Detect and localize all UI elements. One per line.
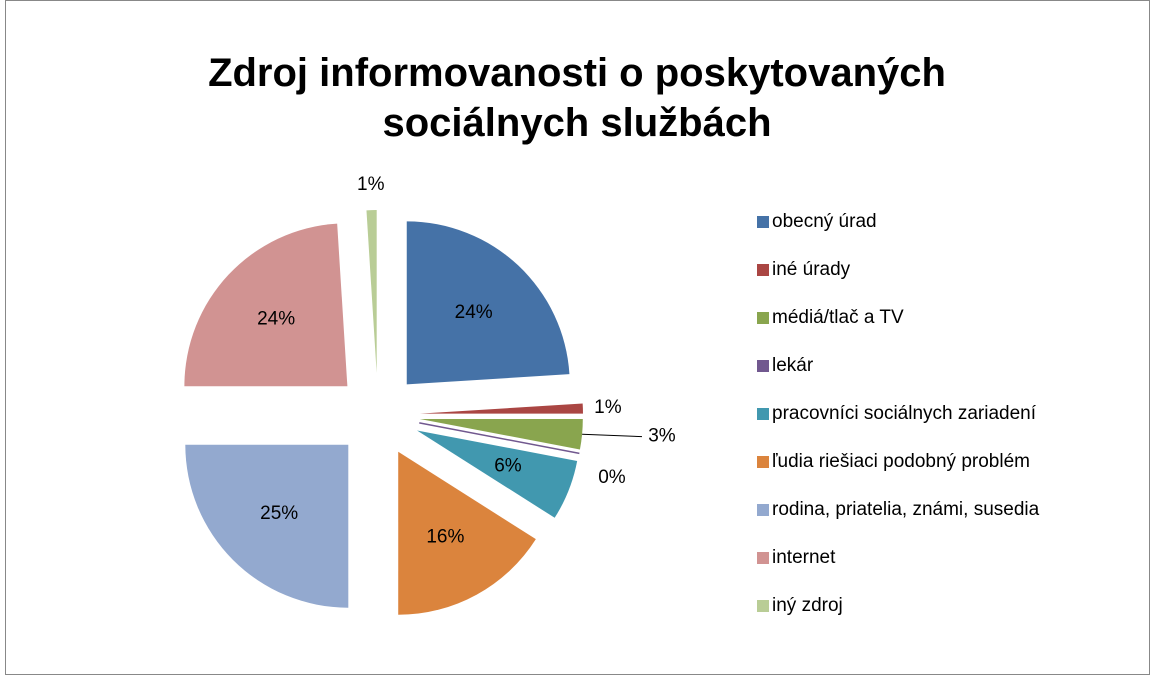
legend-label: rodina, priatelia, známi, susedia <box>772 499 1040 520</box>
legend-swatch <box>757 456 769 468</box>
legend-swatch <box>757 360 769 372</box>
legend-label: internet <box>772 547 836 568</box>
pie-slice <box>185 444 349 608</box>
legend-swatch <box>757 504 769 516</box>
pie-slice <box>366 210 377 374</box>
legend-swatch <box>757 552 769 564</box>
data-label: 16% <box>426 527 464 548</box>
legend-label: ľudia riešiaci podobný problém <box>772 451 1030 472</box>
pie-slice <box>398 451 536 615</box>
legend-label: médiá/tlač a TV <box>772 307 904 328</box>
data-label: 6% <box>494 455 522 476</box>
legend-label: iné úrady <box>772 259 851 280</box>
pie-slice <box>419 403 583 414</box>
data-label: 24% <box>455 302 493 323</box>
pie-slice <box>184 223 348 387</box>
legend-label: iný zdroj <box>772 595 843 616</box>
legend-swatch <box>757 600 769 612</box>
legend-swatch <box>757 216 769 228</box>
data-label: 25% <box>260 503 298 524</box>
pie-slice <box>417 430 578 518</box>
legend-swatch <box>757 312 769 324</box>
data-label: 3% <box>648 426 676 447</box>
legend-label: lekár <box>772 355 814 376</box>
data-label: 1% <box>357 174 385 195</box>
legend-swatch <box>757 264 769 276</box>
data-label: 1% <box>594 397 622 418</box>
legend-label: pracovníci sociálnych zariadení <box>772 403 1037 424</box>
data-label: 24% <box>257 308 295 329</box>
legend-label: obecný úrad <box>772 211 877 232</box>
pie-slice <box>406 221 570 385</box>
leader-line <box>582 433 642 438</box>
chart-title: Zdroj informovanosti o poskytovaných soci… <box>208 51 946 145</box>
legend-swatch <box>757 408 769 420</box>
pie-slice <box>419 418 583 450</box>
data-label: 0% <box>598 467 626 488</box>
